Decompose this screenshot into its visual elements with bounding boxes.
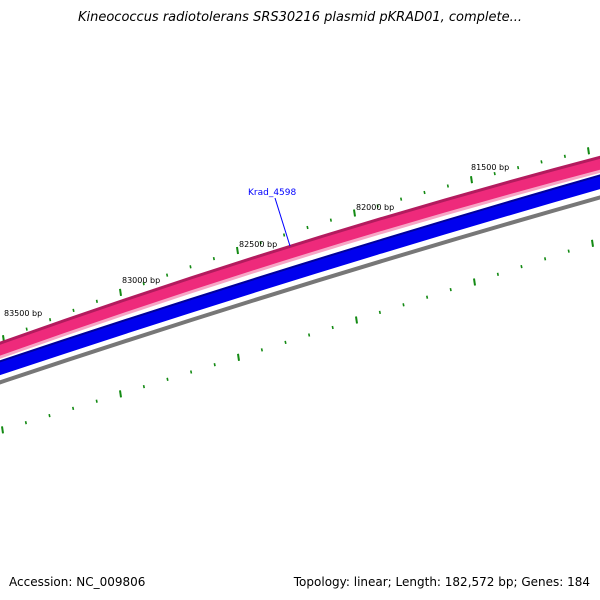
outer-tick-mark-19 [446,184,449,188]
outer-tick-mark-1 [25,327,28,331]
outer-tick-mark-2 [49,318,52,322]
inner-tick-mark-20 [473,278,476,286]
genome-stats-text: Topology: linear; Length: 182,572 bp; Ge… [293,575,590,589]
inner-tick-mark-7 [166,377,169,381]
outer-tick-mark-25 [587,147,590,155]
outer-tick-marks [2,147,590,343]
outer-tick-mark-8 [189,265,192,269]
inner-tick-mark-6 [142,384,145,389]
forward-strand-highlight [0,169,600,359]
label-pointer-line [274,197,291,247]
backbone-track [0,195,600,385]
gene-label-krad-4598[interactable]: Krad_4598 [248,188,297,198]
inner-tick-mark-10 [237,353,240,361]
outer-tick-mark-21 [493,171,496,176]
inner-tick-mark-5 [119,390,122,398]
outer-tick-mark-23 [540,160,543,164]
tick-label-81500: 81500 bp [471,163,509,172]
accession-text: Accession: NC_009806 [9,575,146,589]
inner-tick-mark-12 [284,340,287,345]
inner-tick-mark-23 [544,257,547,261]
reverse-strand-edge [0,174,600,363]
inner-tick-mark-13 [308,333,311,337]
forward-strand-track[interactable] [0,157,600,358]
outer-tick-mark-10 [236,246,239,255]
outer-tick-mark-13 [306,225,309,230]
inner-tick-mark-9 [213,363,216,367]
outer-tick-mark-20 [470,176,473,184]
outer-tick-mark-16 [376,204,379,208]
inner-tick-mark-16 [378,310,381,315]
outer-tick-mark-18 [423,190,426,195]
map-title: Kineococcus radiotolerans SRS30216 plasm… [77,10,523,25]
tick-label-82000: 82000 bp [356,203,394,212]
outer-tick-mark-9 [212,256,215,261]
inner-tick-mark-18 [426,295,429,299]
inner-tick-mark-24 [567,249,570,253]
inner-tick-mark-2 [48,413,51,418]
forward-strand-edge [0,155,600,345]
outer-tick-mark-6 [142,282,145,286]
tick-label-82500: 82500 bp [239,240,277,249]
outer-tick-mark-4 [95,299,98,303]
outer-tick-mark-7 [166,273,169,277]
inner-tick-mark-17 [402,303,405,307]
inner-tick-mark-1 [24,421,27,425]
inner-tick-mark-22 [520,264,523,269]
inner-tick-mark-14 [331,325,334,330]
outer-tick-mark-14 [329,218,332,222]
outer-tick-mark-12 [283,233,286,237]
outer-tick-mark-22 [517,165,520,170]
outer-tick-mark-15 [353,209,356,217]
reverse-strand-track[interactable] [0,175,600,376]
tick-label-83500: 83500 bp [4,309,42,318]
outer-tick-mark-24 [563,154,566,158]
inner-tick-mark-0 [1,426,4,434]
inner-tick-mark-15 [355,316,358,324]
tick-label-83000: 83000 bp [122,276,160,285]
outer-tick-mark-11 [259,241,262,245]
outer-tick-mark-3 [72,308,75,313]
inner-tick-mark-4 [95,399,98,403]
inner-tick-mark-21 [496,272,499,276]
outer-tick-mark-5 [119,288,122,297]
inner-tick-mark-25 [591,239,594,247]
outer-tick-mark-17 [400,197,403,201]
inner-tick-mark-3 [72,406,75,411]
inner-tick-mark-11 [260,348,263,352]
inner-tick-marks [1,239,594,434]
inner-tick-mark-8 [190,370,193,374]
inner-tick-mark-19 [449,287,452,292]
tick-label-group: 83500 bp 83000 bp 82500 bp 82000 bp 8150… [4,163,509,318]
